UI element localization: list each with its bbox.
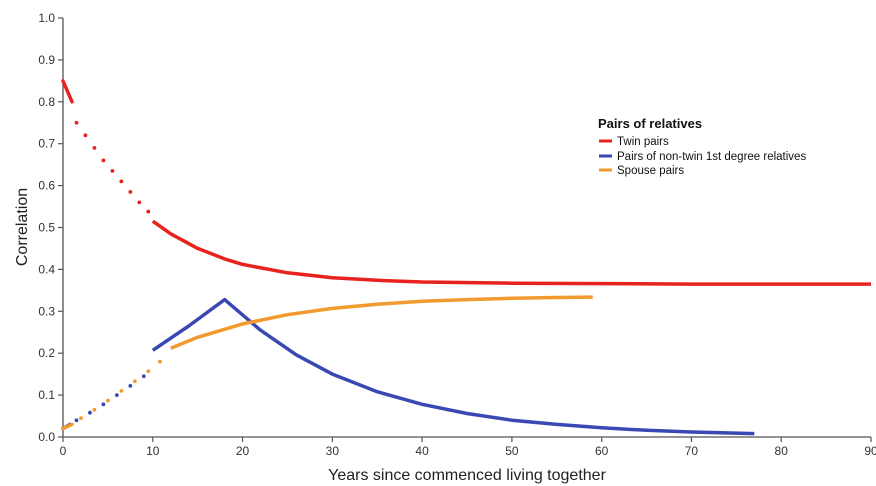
series-line	[151, 297, 755, 436]
x-axis-title: Years since commenced living together	[328, 467, 606, 484]
y-tick-label: 0.9	[38, 53, 55, 67]
series-dot-point	[74, 120, 79, 125]
series-dot-point	[110, 169, 115, 173]
y-tick-label: 0.8	[38, 95, 55, 109]
y-tick-label: 0.4	[38, 262, 55, 276]
series-dot-point	[119, 179, 124, 184]
y-axis-title: Correlation	[14, 188, 31, 266]
y-tick-label: 0.3	[38, 304, 55, 318]
legend-title: Pairs of relatives	[598, 116, 702, 131]
series-dot-point	[146, 209, 151, 214]
axes	[62, 18, 871, 438]
x-tick-label: 50	[505, 444, 519, 458]
series-line	[170, 295, 593, 350]
y-tick-label: 0.1	[38, 388, 55, 402]
series-dot-point	[101, 402, 106, 407]
x-tick-label: 70	[685, 444, 699, 458]
y-tick-label: 0.2	[38, 346, 55, 360]
series-spouse-pairs	[61, 295, 593, 431]
legend-label-twin-pairs: Twin pairs	[617, 136, 669, 148]
series-dot-point	[141, 374, 146, 379]
series-dot-point	[137, 200, 142, 205]
x-tick-label: 0	[60, 444, 67, 458]
series-layer	[61, 79, 871, 436]
series-dot-point	[128, 383, 133, 388]
legend: Pairs of relatives Twin pairs Pairs of n…	[598, 116, 806, 177]
x-tick-label: 30	[326, 444, 340, 458]
series-dot-point	[79, 416, 83, 421]
series-dot-point	[128, 189, 133, 194]
series-dot-point	[105, 398, 110, 403]
series-twin-pairs	[61, 79, 871, 286]
y-tick-label: 0.0	[38, 430, 55, 444]
y-tick-label: 0.6	[38, 179, 55, 193]
series-pairs-of-non-twin-1st-degree-relatives	[61, 297, 755, 436]
series-dot-point	[146, 369, 151, 374]
series-start-segment	[61, 422, 74, 431]
series-dot-point	[88, 410, 92, 415]
series-dot-point	[101, 158, 106, 163]
y-tick-label: 0.7	[38, 137, 55, 151]
series-dot-point	[92, 145, 97, 150]
x-tick-label: 20	[236, 444, 250, 458]
series-dot-point	[158, 359, 162, 364]
series-dot-point	[83, 133, 88, 138]
x-tick-label: 90	[864, 444, 876, 458]
ticks: 0 10 20 30 40 50 60 70 80 90 0.0 0.1 0.2 0.3 0.4 0.5 0.6…	[38, 11, 876, 458]
x-tick-label: 10	[146, 444, 160, 458]
series-dot-point	[92, 407, 97, 412]
series-dot-point	[114, 393, 119, 397]
series-start-segment	[61, 79, 74, 104]
y-tick-label: 1.0	[38, 11, 55, 25]
series-dot-point	[119, 389, 124, 393]
x-tick-label: 80	[775, 444, 789, 458]
legend-label-non-twin-relatives: Pairs of non-twin 1st degree relatives	[617, 151, 806, 163]
legend-label-spouse-pairs: Spouse pairs	[617, 165, 684, 177]
series-line	[151, 219, 871, 286]
y-tick-label: 0.5	[38, 221, 55, 235]
series-dot-point	[74, 418, 79, 423]
x-tick-label: 60	[595, 444, 609, 458]
series-dot-point	[132, 379, 137, 384]
x-tick-label: 40	[415, 444, 429, 458]
